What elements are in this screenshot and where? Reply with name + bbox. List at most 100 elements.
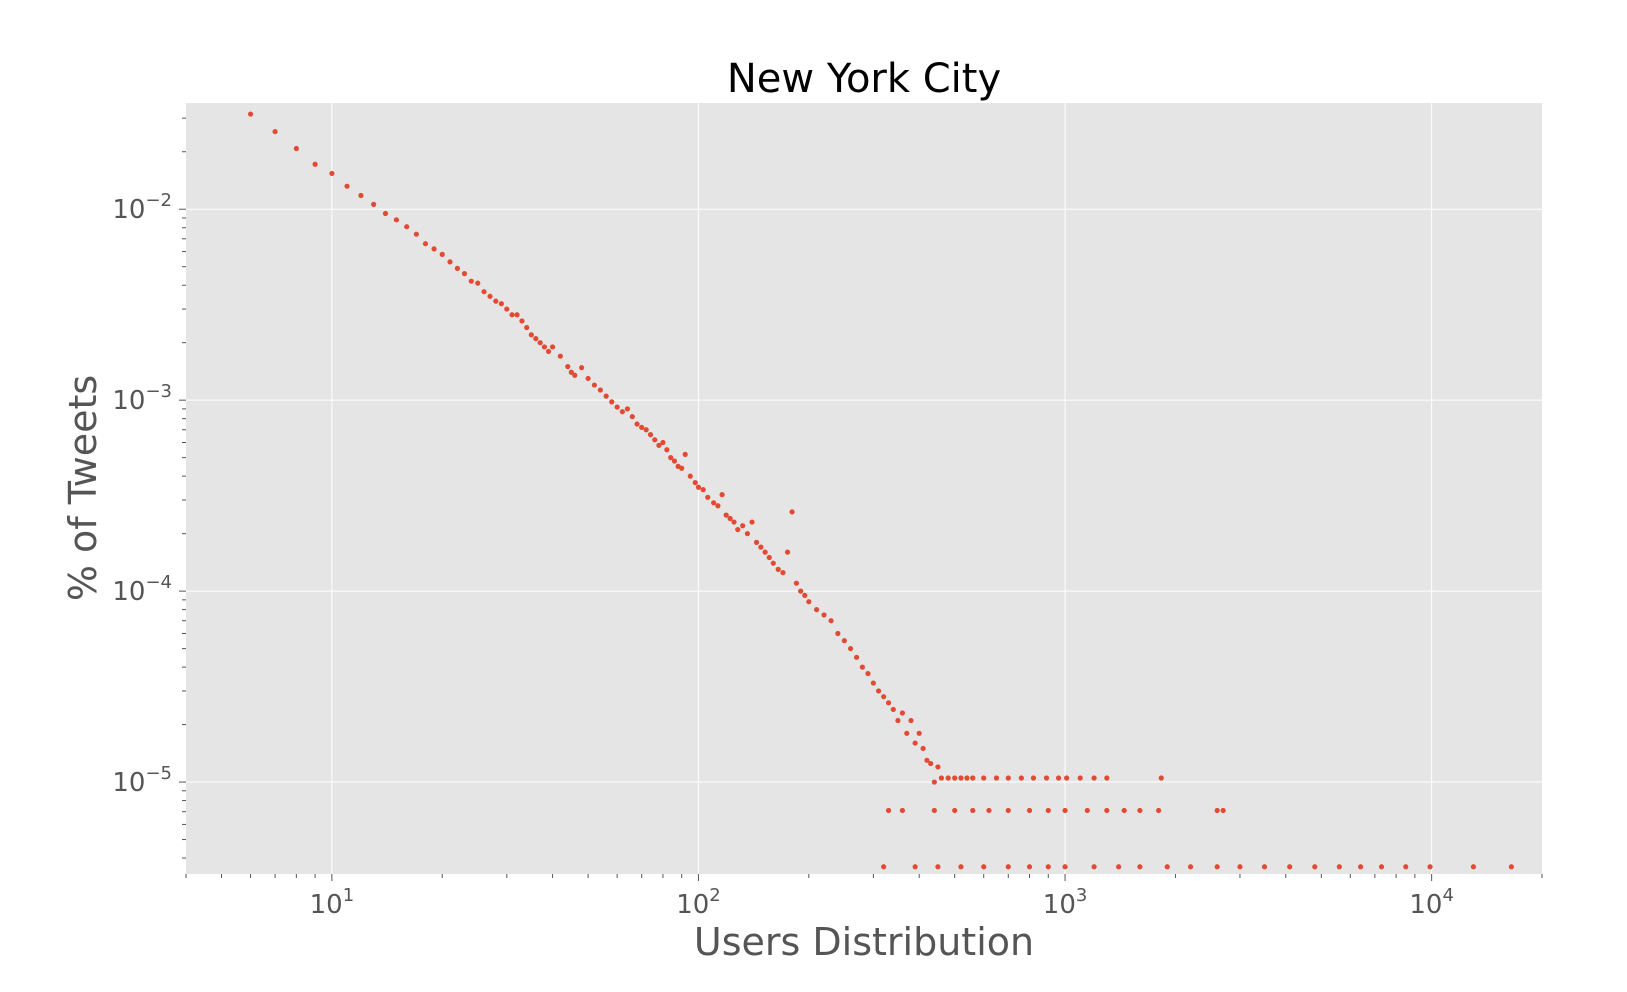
data-point <box>597 387 603 393</box>
data-point <box>504 306 510 312</box>
data-point <box>682 451 688 457</box>
data-point <box>964 775 970 781</box>
data-point <box>549 344 556 350</box>
data-point <box>1045 807 1051 814</box>
x-tick-label: 101 <box>310 885 355 920</box>
data-point <box>1357 864 1364 870</box>
x-tick-labels: 101 102 103 104 <box>310 885 1454 920</box>
data-point <box>719 492 725 498</box>
data-point <box>993 775 1000 781</box>
data-point <box>731 519 737 525</box>
data-point <box>705 494 711 500</box>
data-point <box>358 192 364 199</box>
plot-area <box>186 103 1542 874</box>
data-point <box>579 365 585 371</box>
data-point <box>780 570 786 576</box>
data-point <box>935 764 941 770</box>
data-point <box>1104 807 1110 814</box>
data-point <box>1062 864 1068 870</box>
data-point <box>895 717 901 724</box>
data-point <box>938 775 945 781</box>
data-point <box>524 324 530 331</box>
data-point <box>700 487 706 493</box>
data-point <box>881 694 887 700</box>
data-point <box>692 480 698 486</box>
data-point <box>1187 864 1194 870</box>
data-point <box>1220 807 1226 814</box>
data-point <box>603 393 609 399</box>
data-point <box>920 745 926 752</box>
data-point <box>899 807 906 814</box>
data-point <box>912 864 918 870</box>
data-point <box>970 807 976 814</box>
data-point <box>272 128 278 135</box>
data-point <box>647 432 654 438</box>
data-point <box>514 312 520 318</box>
data-point <box>468 278 474 284</box>
data-point <box>1045 864 1051 870</box>
data-point <box>986 807 992 814</box>
data-point <box>312 161 318 167</box>
data-point <box>1030 775 1037 781</box>
data-point <box>735 526 741 533</box>
data-point <box>344 183 350 189</box>
data-point <box>740 523 746 529</box>
data-point <box>1336 864 1342 870</box>
data-point <box>875 688 882 694</box>
data-point <box>652 437 658 443</box>
data-point <box>1470 864 1477 870</box>
data-point <box>545 348 552 355</box>
data-point <box>890 706 896 713</box>
data-point <box>958 864 964 870</box>
data-point <box>1287 864 1293 870</box>
data-point <box>770 560 776 566</box>
data-point <box>711 500 717 506</box>
y-tick-label: 10−4 <box>112 572 172 607</box>
data-point <box>793 580 800 586</box>
data-point <box>509 312 515 318</box>
data-point <box>762 549 768 555</box>
data-point <box>1005 775 1011 781</box>
data-point <box>789 509 795 515</box>
data-point <box>1005 864 1011 870</box>
data-point <box>1026 807 1033 814</box>
data-point <box>885 700 892 706</box>
data-point <box>619 409 625 415</box>
data-point <box>668 455 674 461</box>
data-point <box>958 775 964 781</box>
data-point <box>624 406 631 412</box>
data-point <box>614 404 620 410</box>
data-point <box>904 730 910 736</box>
data-point <box>854 654 860 660</box>
data-point <box>1043 775 1050 781</box>
data-point <box>1055 775 1062 781</box>
data-point <box>609 399 615 405</box>
data-point <box>899 710 906 716</box>
data-point <box>1403 864 1409 870</box>
data-point <box>758 544 764 550</box>
x-tick-label: 102 <box>676 885 721 920</box>
data-point <box>537 340 543 346</box>
data-point <box>475 280 481 286</box>
data-point <box>1156 807 1162 814</box>
data-point <box>660 439 666 446</box>
data-point <box>629 414 635 420</box>
data-point <box>798 588 804 594</box>
data-point <box>671 458 678 464</box>
data-point <box>639 424 645 431</box>
data-point <box>859 664 865 670</box>
data-point <box>519 318 525 324</box>
data-point <box>572 372 578 378</box>
data-point <box>541 344 548 350</box>
data-point <box>749 519 755 525</box>
data-point <box>528 332 534 338</box>
data-point <box>1158 775 1164 781</box>
data-point <box>1018 775 1024 781</box>
data-point <box>881 864 887 870</box>
data-point <box>557 353 563 359</box>
data-point <box>664 447 670 453</box>
data-point <box>1084 807 1090 814</box>
data-point <box>1077 775 1083 781</box>
data-point <box>1237 864 1243 870</box>
